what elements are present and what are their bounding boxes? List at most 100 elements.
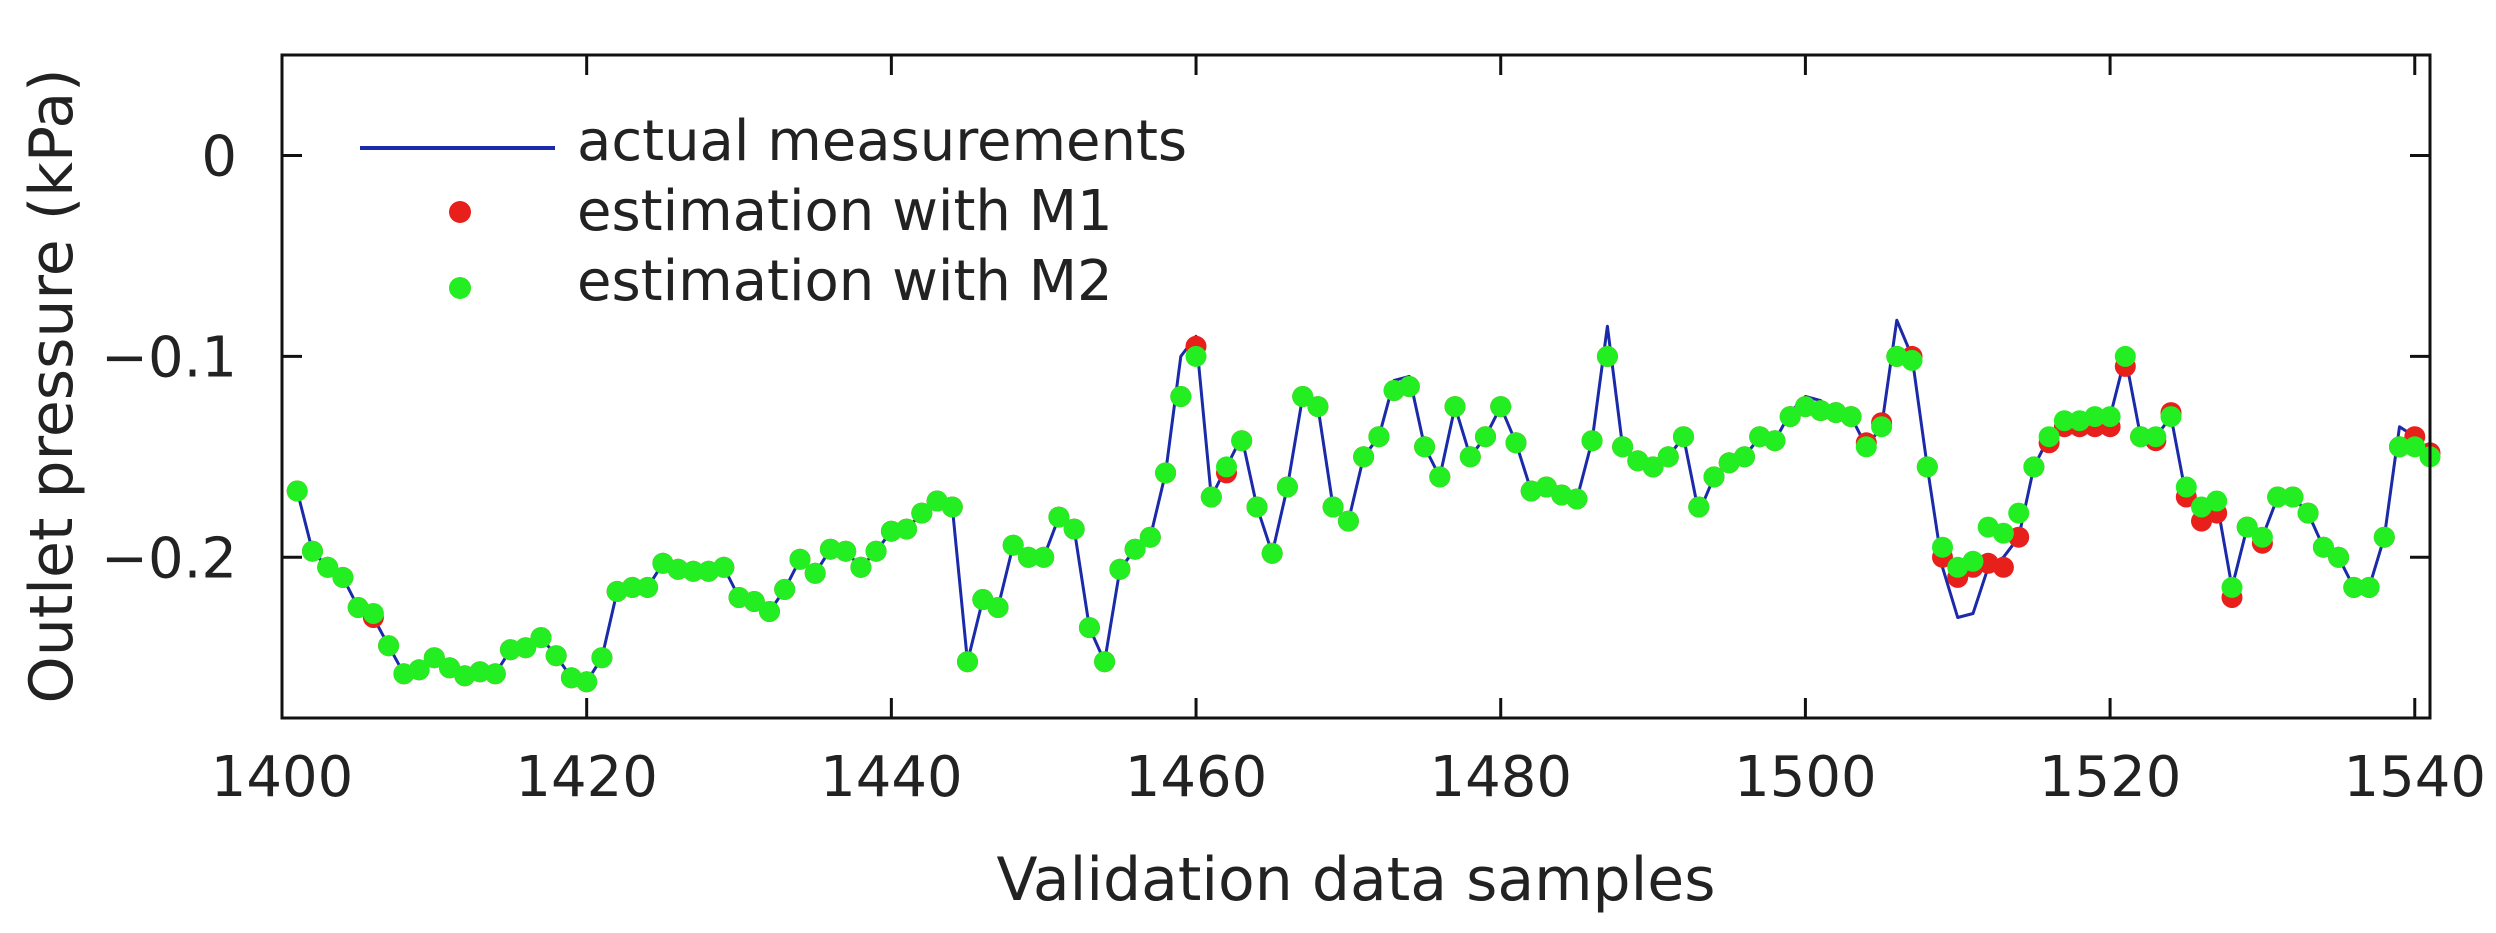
- point-m2-1409: [408, 659, 430, 681]
- point-m2-1418: [545, 645, 567, 667]
- point-m2-1472: [1368, 426, 1390, 448]
- point-m2-1404: [332, 566, 354, 588]
- point-m2-1536: [2343, 576, 2365, 598]
- point-m2-1481: [1505, 432, 1527, 454]
- point-m2-1436: [819, 538, 841, 560]
- legend: actual measurements estimation with M1 e…: [360, 109, 1187, 314]
- point-m2-1438: [850, 556, 872, 578]
- ticks-layer: 1400 1420 1440 1460 1480 1500 1520 1540 0 −0.1 −0.…: [101, 55, 2486, 810]
- point-m2-1439: [865, 540, 887, 562]
- point-m2-1488: [1612, 436, 1634, 458]
- point-m2-1453: [1078, 617, 1100, 639]
- point-m2-1521: [2114, 345, 2136, 367]
- point-m2-1533: [2297, 502, 2319, 524]
- series-layer: [286, 318, 2441, 693]
- point-m2-1432: [759, 601, 780, 622]
- point-m2-1522: [2130, 426, 2152, 448]
- point-m2-1517: [2053, 410, 2075, 432]
- point-m2-1469: [1322, 496, 1344, 518]
- y-axis-label: Outlet pressure (kPa): [17, 68, 87, 703]
- point-m2-1431: [743, 591, 765, 612]
- point-m2-1423: [621, 576, 643, 598]
- point-m2-1445: [957, 651, 978, 673]
- legend-label-actual-measurements: actual measurements: [577, 109, 1187, 174]
- point-m2-1407: [378, 635, 400, 657]
- point-m2-1507: [1901, 349, 1923, 371]
- point-m2-1414: [484, 663, 506, 685]
- point-m2-1441: [896, 518, 918, 540]
- point-m2-1537: [2358, 576, 2380, 598]
- point-m1-1513: [1992, 556, 2014, 578]
- point-m2-1401: [286, 480, 308, 502]
- point-m2-1465: [1261, 542, 1283, 564]
- point-m2-1540: [2404, 436, 2426, 458]
- point-m2-1491: [1657, 446, 1679, 468]
- point-m2-1463: [1231, 430, 1253, 452]
- point-m2-1493: [1688, 496, 1710, 518]
- point-m2-1421: [591, 647, 613, 669]
- point-m2-1435: [804, 562, 826, 584]
- point-m2-1460: [1185, 345, 1207, 367]
- point-m2-1454: [1094, 651, 1116, 673]
- point-m2-1458: [1155, 462, 1177, 484]
- point-m2-1476: [1429, 466, 1451, 488]
- point-m2-1455: [1109, 558, 1131, 580]
- point-m2-1468: [1307, 396, 1329, 418]
- y-tick-label-m0p1: −0.1: [101, 325, 237, 390]
- point-m2-1503: [1840, 406, 1862, 428]
- point-m2-1524: [2160, 406, 2182, 428]
- point-m2-1474: [1398, 376, 1420, 397]
- point-m2-1417: [530, 627, 552, 649]
- point-m2-1515: [2023, 456, 2045, 478]
- point-m2-1496: [1734, 446, 1755, 468]
- x-tick-label-1400: 1400: [211, 745, 354, 810]
- legend-label-estimation-m2: estimation with M2: [577, 249, 1113, 314]
- x-axis-label: Validation data samples: [997, 845, 1716, 915]
- point-m2-1504: [1855, 436, 1877, 458]
- x-tick-label-1520: 1520: [2039, 745, 2182, 810]
- point-m2-1487: [1596, 345, 1618, 367]
- point-m2-1492: [1673, 426, 1694, 448]
- point-m2-1420: [576, 671, 598, 693]
- point-m2-1448: [1002, 534, 1024, 556]
- point-m2-1466: [1276, 476, 1298, 498]
- point-m2-1464: [1246, 496, 1268, 518]
- point-m2-1444: [941, 496, 963, 518]
- point-m2-1490: [1642, 456, 1664, 478]
- point-m2-1413: [469, 661, 491, 683]
- point-m2-1429: [713, 556, 735, 578]
- point-m2-1532: [2282, 486, 2304, 508]
- point-m2-1475: [1414, 436, 1436, 458]
- point-m2-1471: [1353, 446, 1375, 468]
- point-m2-1514: [2008, 502, 2030, 524]
- point-m2-1511: [1962, 550, 1984, 572]
- point-m2-1451: [1048, 506, 1070, 528]
- point-m2-1525: [2175, 476, 2197, 498]
- point-m2-1470: [1337, 510, 1359, 532]
- x-tick-label-1480: 1480: [1429, 745, 1572, 810]
- point-m2-1539: [2389, 436, 2410, 458]
- point-m2-1520: [2099, 406, 2121, 428]
- point-m2-1477: [1444, 396, 1466, 418]
- legend-swatch-estimation-m2: [449, 277, 471, 299]
- point-m2-1452: [1063, 518, 1085, 540]
- point-m2-1535: [2328, 546, 2350, 568]
- point-m2-1467: [1292, 386, 1314, 407]
- point-m2-1527: [2206, 490, 2228, 512]
- x-tick-label-1420: 1420: [515, 745, 658, 810]
- point-m2-1447: [987, 597, 1009, 618]
- plot-frame: [280, 53, 2432, 720]
- point-m2-1480: [1490, 396, 1512, 418]
- point-m2-1529: [2236, 516, 2258, 538]
- point-m2-1406: [362, 603, 384, 624]
- point-m2-1501: [1810, 400, 1832, 422]
- point-m2-1416: [515, 637, 537, 659]
- point-m2-1456: [1124, 538, 1146, 560]
- legend-swatch-estimation-m1: [449, 201, 471, 223]
- point-m2-1478: [1459, 446, 1481, 468]
- point-m2-1538: [2373, 526, 2395, 548]
- point-m2-1530: [2251, 526, 2273, 548]
- point-m2-1402: [302, 540, 323, 562]
- point-m2-1486: [1581, 430, 1603, 452]
- point-m2-1499: [1779, 406, 1801, 428]
